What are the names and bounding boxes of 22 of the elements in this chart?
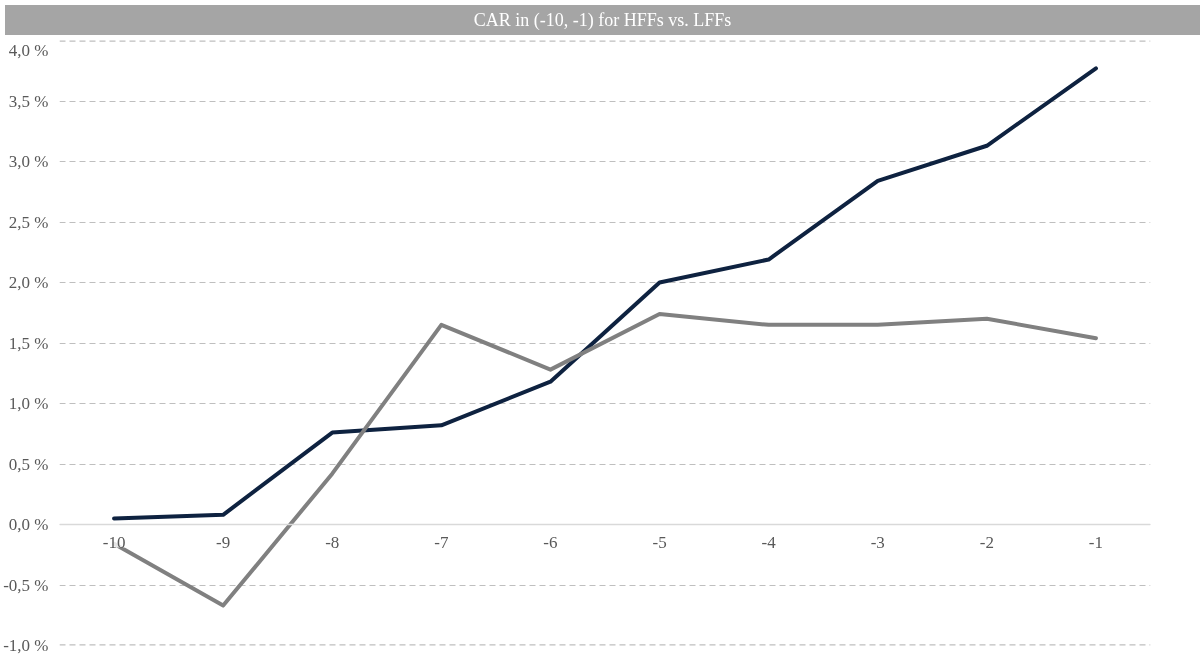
x-tick-label: -5 [652,532,667,552]
y-tick-label: 0,5 % [8,454,49,474]
y-tick-label: 1,5 % [8,333,49,353]
x-tick-label: -6 [543,532,558,552]
y-tick-label: -0,5 % [3,575,49,595]
x-tick-label: -4 [761,532,777,552]
y-tick-label: 4,0 % [8,40,49,60]
y-tick-label: 2,5 % [8,212,49,232]
line-series [112,66,1098,521]
y-tick-label: 1,0 % [8,394,49,413]
x-tick-label: -3 [870,532,885,552]
x-tick-label: -2 [979,532,994,552]
x-tick-label: -7 [434,532,449,552]
x-tick-label: -1 [1088,532,1104,552]
y-tick-label: 2,0 % [8,273,49,292]
y-tick-label: 3,0 % [8,152,49,171]
y-tick-label: 0,0 % [8,515,49,534]
y-tick-label: 3,5 % [8,91,49,111]
x-tick-label: -9 [216,532,231,552]
y-tick-label: -1,0 % [3,636,49,655]
chart-title: CAR in (-10, -1) for HFFs vs. LFFs [473,9,732,32]
x-tick-label: -8 [325,532,340,552]
